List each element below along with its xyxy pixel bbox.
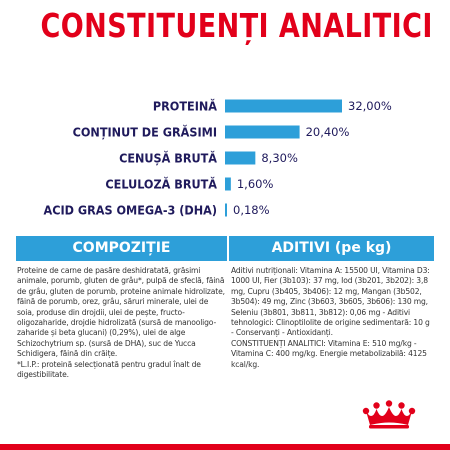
value-label: 20,40%: [306, 125, 350, 139]
category-label: CONȚINUT DE GRĂSIMI: [73, 125, 217, 140]
bar: [225, 125, 300, 139]
category-label: PROTEINĂ: [153, 99, 217, 114]
bar: [225, 177, 231, 191]
royal-canin-crown-logo: [362, 400, 416, 429]
category-label: CELULOZĂ BRUTĂ: [105, 177, 217, 192]
bar: [225, 99, 342, 113]
category-label: CENUȘĂ BRUTĂ: [119, 151, 217, 166]
value-label: 32,00%: [348, 99, 392, 113]
additives-header: ADITIVI (pe kg): [229, 236, 434, 261]
composition-header: COMPOZIȚIE: [16, 236, 227, 261]
composition-text: Proteine de carne de pasăre deshidratată…: [17, 266, 225, 380]
bottom-accent-bar: [0, 444, 450, 450]
value-label: 8,30%: [261, 151, 298, 165]
value-label: 1,60%: [237, 177, 274, 191]
analytical-constituents-chart: PROTEINĂ 32,00% CONȚINUT DE GRĂSIMI 20,40% C…: [44, 99, 392, 218]
value-label: 0,18%: [233, 203, 270, 217]
additives-text: Aditivi nutriționali: Vitamina A: 15500 …: [231, 266, 430, 369]
bar: [225, 151, 256, 165]
bar: [225, 203, 227, 217]
page-title: CONSTITUENȚI ANALITICI: [40, 6, 433, 45]
category-label: ACID GRAS OMEGA-3 (DHA): [44, 203, 218, 218]
